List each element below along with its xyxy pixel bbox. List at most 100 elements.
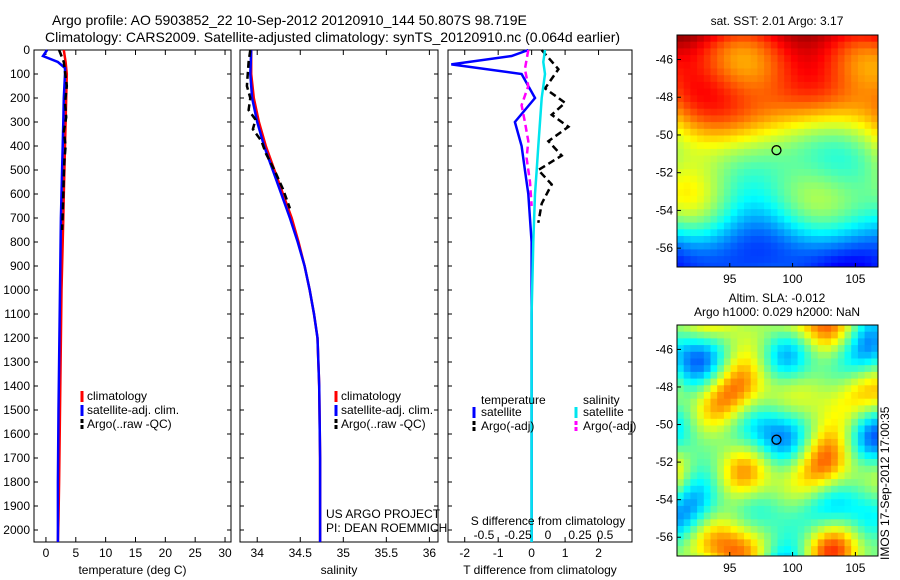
heat-cell: [690, 365, 698, 373]
heat-cell: [757, 122, 765, 130]
heat-cell: [677, 526, 685, 534]
heat-cell: [757, 256, 765, 264]
heat-cell: [683, 438, 691, 446]
heat-cell: [744, 338, 752, 346]
heat-cell: [730, 68, 738, 76]
heat-cell: [737, 262, 745, 268]
heat-cell: [864, 215, 872, 223]
heat-cell: [703, 331, 711, 339]
heat-cell: [750, 338, 758, 346]
heat-cell: [770, 371, 778, 379]
heat-cell: [857, 539, 865, 547]
heat-cell: [844, 546, 852, 554]
heat-cell: [683, 115, 691, 123]
heat-cell: [744, 365, 752, 373]
heat-cell: [690, 452, 698, 460]
heat-cell: [831, 169, 839, 177]
y-tick-label: 200: [10, 91, 30, 105]
heat-cell: [790, 169, 798, 177]
heat-cell: [831, 61, 839, 69]
heat-cell: [817, 425, 825, 433]
heat-cell: [697, 175, 705, 183]
heat-cell: [737, 88, 745, 96]
heat-cell: [723, 365, 731, 373]
heat-cell: [710, 75, 718, 83]
heat-cell: [857, 418, 865, 426]
heat-cell: [831, 189, 839, 197]
heat-cell: [777, 102, 785, 110]
heat-cell: [824, 325, 832, 333]
heat-cell: [677, 385, 685, 393]
heat-cell: [730, 365, 738, 373]
heat-cell: [770, 162, 778, 170]
heat-cell: [777, 418, 785, 426]
y-tick-label: 300: [10, 115, 30, 129]
heat-cell: [804, 432, 812, 440]
heat-cell: [690, 425, 698, 433]
heat-cell: [703, 432, 711, 440]
heat-cell: [871, 236, 879, 244]
heat-cell: [717, 256, 725, 264]
heat-cell: [764, 35, 772, 43]
heat-cell: [851, 81, 859, 89]
heat-cell: [851, 169, 859, 177]
heat-cell: [837, 148, 845, 156]
heat-cell: [703, 108, 711, 116]
heat-cell: [744, 392, 752, 400]
legend-label: Argo(-adj): [583, 419, 636, 433]
heat-cell: [744, 242, 752, 250]
heat-cell: [831, 425, 839, 433]
heat-cell: [777, 215, 785, 223]
heat-cell: [811, 325, 819, 333]
heat-cell: [831, 222, 839, 230]
heat-cell: [857, 202, 865, 210]
heat-cell: [851, 412, 859, 420]
heat-cell: [703, 552, 711, 557]
heat-cell: [831, 472, 839, 480]
heat-cell: [811, 262, 819, 268]
heat-cell: [770, 55, 778, 63]
heat-cell: [824, 351, 832, 359]
heat-cell: [824, 546, 832, 554]
heat-cell: [824, 108, 832, 116]
heat-cell: [864, 392, 872, 400]
heat-cell: [770, 539, 778, 547]
heat-cell: [857, 68, 865, 76]
heat-cell: [737, 378, 745, 386]
heat-cell: [723, 438, 731, 446]
heat-cell: [723, 392, 731, 400]
heat-cell: [737, 115, 745, 123]
heat-cell: [744, 452, 752, 460]
heat-cell: [744, 552, 752, 557]
heat-cell: [750, 418, 758, 426]
heat-cell: [804, 102, 812, 110]
heat-cell: [824, 242, 832, 250]
heat-cell: [864, 55, 872, 63]
heat-cell: [844, 41, 852, 49]
heat-cell: [697, 135, 705, 143]
heat-cell: [677, 479, 685, 487]
heat-cell: [723, 526, 731, 534]
heat-cell: [837, 215, 845, 223]
heat-cell: [804, 115, 812, 123]
heat-cell: [744, 195, 752, 203]
heat-cell: [837, 345, 845, 353]
heat-cell: [777, 445, 785, 453]
heat-cell: [871, 108, 879, 116]
heat-cell: [797, 55, 805, 63]
heat-cell: [871, 41, 879, 49]
title-line-1: Argo profile: AO 5903852_22 10-Sep-2012 …: [52, 12, 527, 28]
heat-cell: [871, 392, 879, 400]
heat-cell: [784, 331, 792, 339]
heat-cell: [737, 55, 745, 63]
heat-cell: [804, 331, 812, 339]
heat-cell: [690, 249, 698, 257]
heat-cell: [683, 215, 691, 223]
heat-cell: [697, 465, 705, 473]
heat-cell: [677, 155, 685, 163]
heat-cell: [811, 519, 819, 527]
heat-cell: [723, 385, 731, 393]
heat-cell: [837, 412, 845, 420]
heat-cell: [837, 378, 845, 386]
heat-cell: [744, 472, 752, 480]
